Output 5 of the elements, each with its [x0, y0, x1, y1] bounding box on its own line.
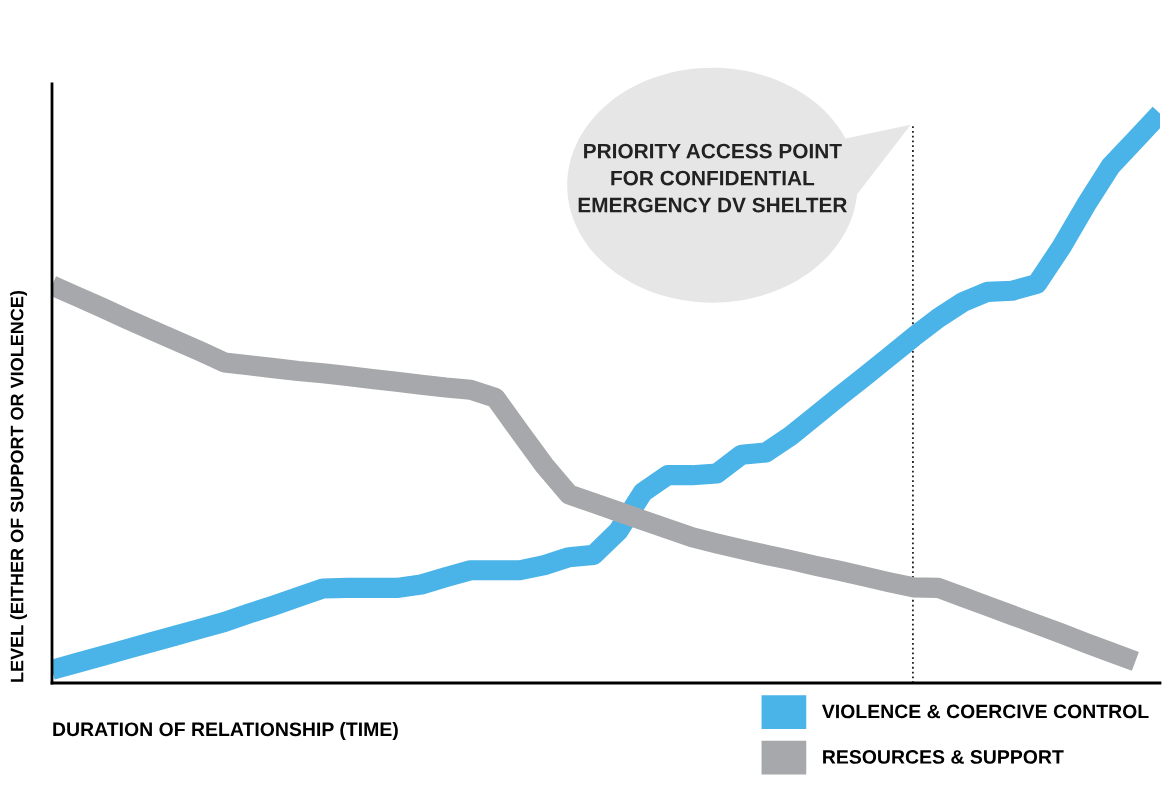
legend-label: VIOLENCE & COERCIVE CONTROL	[821, 704, 1149, 719]
x-axis-title: DURATION OF RELATIONSHIP (TIME)	[53, 721, 398, 741]
legend-label: RESOURCES & SUPPORT	[823, 750, 1064, 764]
annotation: PRIORITY ACCESS POINT FOR CONFIDENTIAL EMERGENCY DV SHELTER	[578, 143, 847, 213]
y-axis-title: LEVEL (EITHER OF SUPPORT OR VIOLENCE)	[10, 290, 27, 682]
